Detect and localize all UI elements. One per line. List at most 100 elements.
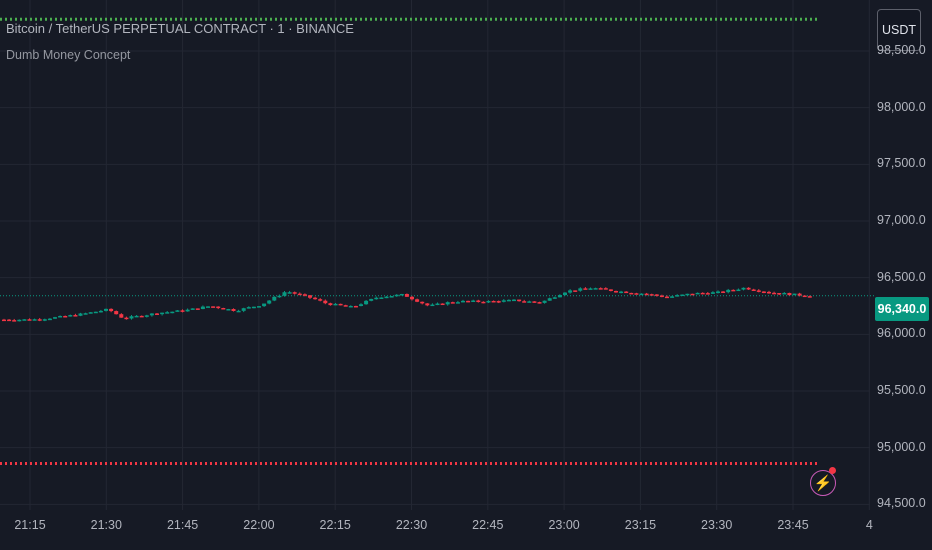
candle-down bbox=[629, 292, 634, 295]
candle-up bbox=[675, 295, 680, 297]
time-axis-label: 23:15 bbox=[624, 518, 657, 532]
candle-down bbox=[491, 300, 496, 303]
candle-up bbox=[685, 293, 690, 296]
candle-up bbox=[639, 293, 644, 296]
candle-down bbox=[598, 288, 603, 290]
candle-up bbox=[369, 298, 374, 301]
candle-up bbox=[680, 294, 685, 297]
candle-up bbox=[277, 295, 282, 298]
candle-down bbox=[420, 301, 425, 304]
candle-up bbox=[170, 311, 175, 314]
candle-down bbox=[537, 302, 542, 304]
candle-down bbox=[302, 294, 307, 296]
candle-down bbox=[450, 302, 455, 304]
candle-down bbox=[614, 290, 618, 293]
price-axis-label: 98,500.0 bbox=[877, 43, 926, 57]
candle-down bbox=[797, 293, 802, 296]
candle-up bbox=[160, 312, 165, 315]
candle-up bbox=[364, 300, 369, 305]
candle-down bbox=[777, 293, 782, 295]
indicator-label[interactable]: Dumb Money Concept bbox=[6, 48, 131, 62]
candle-down bbox=[517, 299, 522, 302]
alert-badge-dot bbox=[829, 467, 836, 474]
price-axis-label: 97,000.0 bbox=[877, 213, 926, 227]
time-axis-label: 22:00 bbox=[243, 518, 275, 532]
candle-up bbox=[58, 315, 63, 318]
currency-button[interactable]: USDT bbox=[877, 9, 921, 51]
time-axis-label: 22:15 bbox=[319, 518, 351, 532]
candle-up bbox=[430, 304, 435, 307]
candle-up bbox=[17, 319, 22, 322]
candle-down bbox=[328, 303, 333, 306]
candle-up bbox=[726, 289, 731, 293]
candle-up bbox=[134, 315, 139, 318]
candle-down bbox=[756, 290, 761, 292]
candle-up bbox=[710, 292, 715, 294]
candle-up bbox=[619, 291, 624, 294]
candle-up bbox=[716, 291, 720, 293]
candle-up bbox=[83, 313, 88, 315]
candle-down bbox=[767, 291, 771, 294]
candle-up bbox=[88, 312, 93, 314]
candle-up bbox=[593, 288, 598, 290]
candle-up bbox=[47, 318, 52, 321]
candle-down bbox=[338, 303, 343, 306]
candle-up bbox=[506, 299, 511, 302]
time-axis-label: 22:45 bbox=[472, 518, 504, 532]
candle-up bbox=[359, 304, 363, 306]
candle-up bbox=[226, 309, 231, 311]
candle-up bbox=[348, 305, 353, 308]
candle-down bbox=[292, 292, 297, 294]
candle-down bbox=[496, 301, 501, 303]
candle-up bbox=[455, 302, 460, 304]
candle-up bbox=[741, 287, 746, 290]
candle-down bbox=[751, 289, 756, 291]
candle-down bbox=[139, 315, 144, 318]
candle-up bbox=[736, 289, 741, 292]
candle-down bbox=[73, 315, 78, 317]
candle-up bbox=[42, 319, 47, 321]
candle-up bbox=[246, 307, 251, 309]
candle-up bbox=[241, 308, 246, 311]
candle-up bbox=[588, 288, 593, 290]
lightning-alert-icon[interactable]: ⚡ bbox=[810, 467, 836, 496]
candle-up bbox=[568, 290, 573, 293]
candle-up bbox=[93, 311, 98, 314]
candle-up bbox=[262, 303, 267, 307]
candle-down bbox=[231, 309, 236, 311]
candle-up bbox=[200, 306, 205, 310]
candle-down bbox=[649, 294, 654, 296]
candle-down bbox=[522, 301, 527, 303]
candle-down bbox=[746, 287, 751, 290]
candle-up bbox=[267, 300, 272, 304]
candle-down bbox=[297, 293, 302, 296]
candle-down bbox=[343, 305, 348, 307]
candle-up bbox=[527, 301, 532, 303]
candle-down bbox=[644, 293, 649, 296]
candle-up bbox=[563, 292, 567, 296]
candle-down bbox=[659, 295, 664, 298]
price-axis-label: 96,500.0 bbox=[877, 269, 926, 284]
candle-up bbox=[98, 310, 103, 313]
candle-down bbox=[124, 317, 129, 320]
candle-down bbox=[476, 300, 481, 303]
candle-down bbox=[119, 314, 124, 318]
candle-up bbox=[53, 317, 57, 319]
candle-down bbox=[772, 292, 777, 295]
candle-up bbox=[236, 310, 241, 313]
candle-up bbox=[547, 298, 552, 301]
candle-down bbox=[608, 289, 613, 291]
candle-down bbox=[440, 303, 445, 306]
candle-down bbox=[654, 294, 659, 296]
candle-down bbox=[573, 290, 578, 292]
symbol-title[interactable]: Bitcoin / TetherUS PERPETUAL CONTRACT · … bbox=[6, 21, 354, 36]
price-axis-label: 97,500.0 bbox=[877, 156, 926, 171]
time-axis-label: 23:00 bbox=[548, 518, 580, 532]
candle-up bbox=[272, 296, 277, 301]
candle-up bbox=[670, 296, 675, 298]
candle-up bbox=[78, 313, 83, 316]
candle-up bbox=[32, 319, 37, 321]
candle-up bbox=[68, 315, 73, 317]
candle-down bbox=[318, 299, 323, 301]
